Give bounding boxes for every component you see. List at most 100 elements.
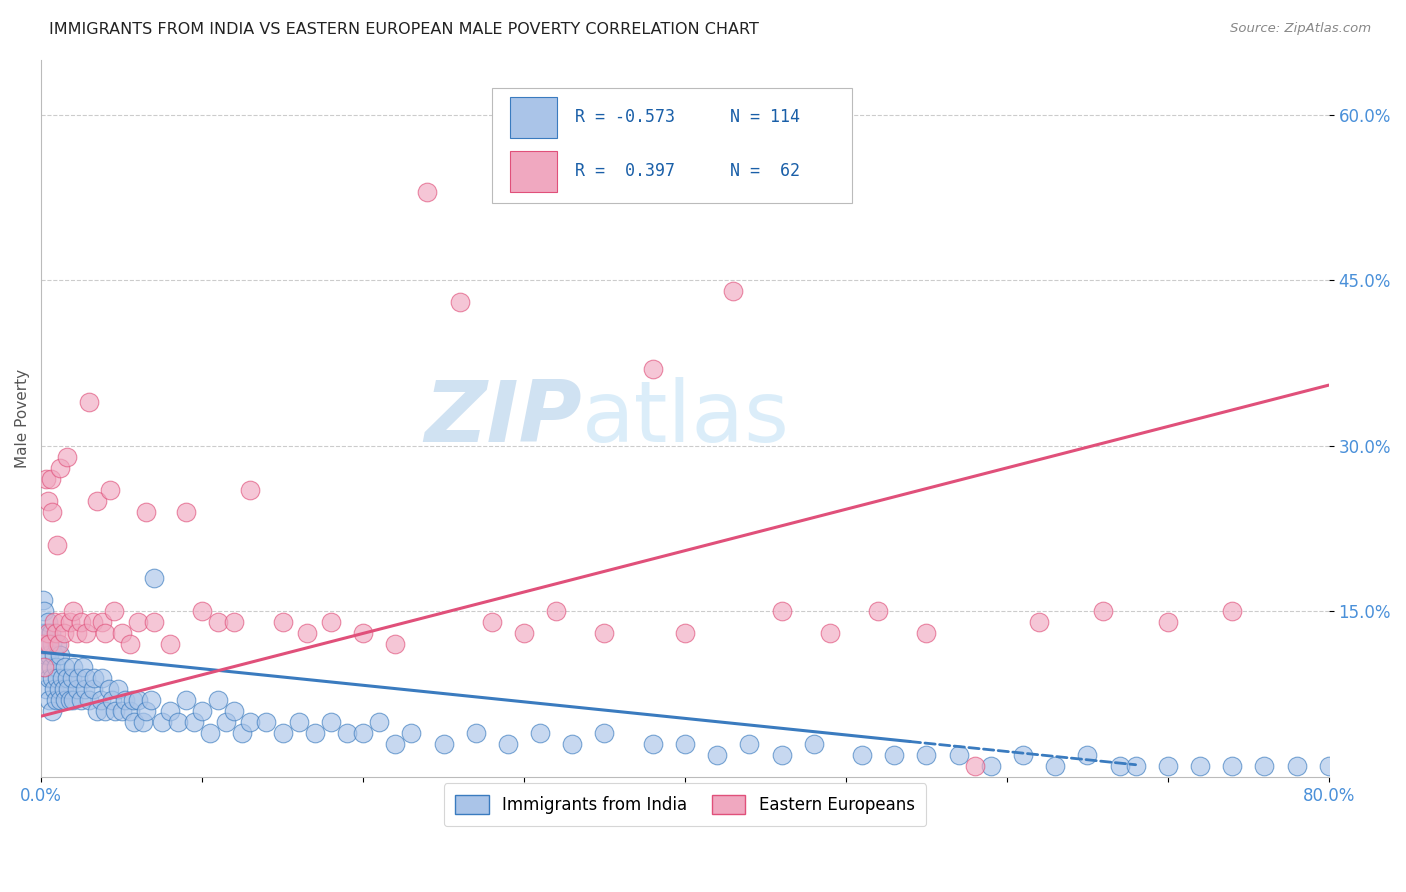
Point	[46, 637, 69, 651]
Point	[401, 725, 423, 739]
Point	[34, 604, 56, 618]
Point	[49, 692, 72, 706]
Point	[183, 714, 205, 729]
Point	[62, 604, 84, 618]
Point	[127, 692, 149, 706]
Point	[868, 604, 890, 618]
Point	[70, 615, 93, 630]
Point	[416, 185, 439, 199]
Point	[86, 704, 108, 718]
Point	[803, 737, 825, 751]
Point	[963, 759, 986, 773]
Point	[142, 615, 165, 630]
Point	[127, 615, 149, 630]
Point	[72, 659, 94, 673]
Point	[948, 747, 970, 762]
Point	[94, 626, 117, 640]
Point	[256, 714, 278, 729]
Point	[1317, 759, 1340, 773]
Point	[224, 615, 246, 630]
Point	[31, 593, 53, 607]
Point	[432, 737, 454, 751]
Point	[65, 626, 87, 640]
Point	[706, 747, 728, 762]
Point	[1076, 747, 1098, 762]
Point	[51, 615, 73, 630]
Point	[851, 747, 873, 762]
Point	[79, 692, 101, 706]
Point	[35, 472, 58, 486]
Point	[449, 295, 471, 310]
Point	[48, 681, 70, 696]
Point	[1092, 604, 1115, 618]
Point	[94, 704, 117, 718]
Point	[86, 494, 108, 508]
Point	[39, 472, 62, 486]
Point	[39, 659, 62, 673]
Text: IMMIGRANTS FROM INDIA VS EASTERN EUROPEAN MALE POVERTY CORRELATION CHART: IMMIGRANTS FROM INDIA VS EASTERN EUROPEA…	[49, 22, 759, 37]
Point	[915, 626, 938, 640]
Point	[107, 681, 129, 696]
Point	[59, 615, 82, 630]
Point	[915, 747, 938, 762]
Point	[41, 671, 63, 685]
Point	[103, 604, 125, 618]
Point	[34, 659, 56, 673]
Point	[1028, 615, 1050, 630]
Point	[1253, 759, 1275, 773]
Point	[546, 604, 568, 618]
Point	[49, 648, 72, 663]
Point	[368, 714, 391, 729]
Point	[352, 725, 374, 739]
Point	[110, 626, 132, 640]
Point	[1125, 759, 1147, 773]
Point	[980, 759, 1002, 773]
Point	[239, 483, 262, 497]
Point	[114, 692, 136, 706]
Point	[464, 725, 486, 739]
Point	[35, 626, 58, 640]
Point	[159, 637, 181, 651]
Y-axis label: Male Poverty: Male Poverty	[15, 368, 30, 467]
Point	[91, 671, 114, 685]
Legend: Immigrants from India, Eastern Europeans: Immigrants from India, Eastern Europeans	[443, 783, 927, 826]
Point	[82, 615, 104, 630]
Point	[60, 671, 83, 685]
Point	[90, 692, 112, 706]
Point	[45, 692, 67, 706]
Point	[139, 692, 162, 706]
Point	[82, 681, 104, 696]
Point	[174, 692, 197, 706]
Point	[304, 725, 326, 739]
Point	[1012, 747, 1035, 762]
Point	[52, 681, 75, 696]
Point	[384, 637, 406, 651]
Point	[271, 725, 294, 739]
Point	[41, 505, 63, 519]
Point	[191, 604, 214, 618]
Text: atlas: atlas	[582, 376, 790, 459]
Point	[1220, 604, 1243, 618]
Point	[207, 692, 229, 706]
Point	[384, 737, 406, 751]
Point	[231, 725, 253, 739]
Point	[58, 681, 80, 696]
Point	[770, 747, 793, 762]
Point	[142, 571, 165, 585]
Point	[75, 626, 97, 640]
Point	[513, 626, 536, 640]
Point	[42, 615, 65, 630]
Point	[37, 626, 59, 640]
Point	[124, 714, 146, 729]
Point	[38, 637, 60, 651]
Point	[37, 615, 59, 630]
Point	[91, 615, 114, 630]
Point	[101, 692, 124, 706]
Point	[191, 704, 214, 718]
Point	[42, 648, 65, 663]
Point	[723, 285, 745, 299]
Point	[38, 648, 60, 663]
Point	[239, 714, 262, 729]
Point	[1220, 759, 1243, 773]
Point	[51, 671, 73, 685]
